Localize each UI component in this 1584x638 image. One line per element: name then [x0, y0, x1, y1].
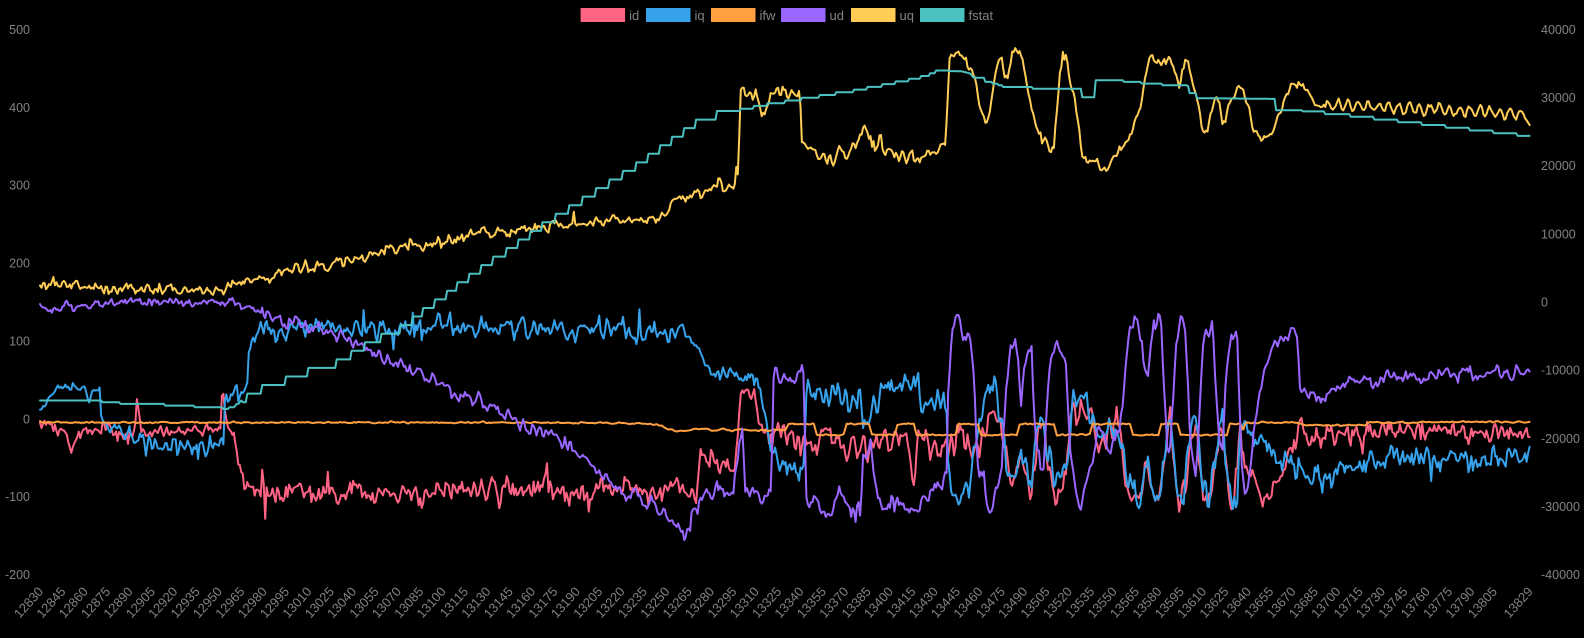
- svg-text:20000: 20000: [1541, 159, 1576, 173]
- svg-text:-40000: -40000: [1541, 568, 1580, 582]
- svg-text:10000: 10000: [1541, 227, 1576, 241]
- svg-text:0: 0: [23, 412, 30, 426]
- svg-text:iq: iq: [695, 8, 705, 23]
- svg-text:ifw: ifw: [760, 8, 777, 23]
- svg-text:300: 300: [9, 179, 30, 193]
- svg-text:500: 500: [9, 23, 30, 37]
- svg-text:30000: 30000: [1541, 91, 1576, 105]
- svg-text:-200: -200: [5, 568, 30, 582]
- svg-text:400: 400: [9, 101, 30, 115]
- svg-text:-20000: -20000: [1541, 432, 1580, 446]
- svg-text:id: id: [629, 8, 639, 23]
- svg-text:-100: -100: [5, 490, 30, 504]
- svg-text:-30000: -30000: [1541, 500, 1580, 514]
- svg-text:ud: ud: [830, 8, 844, 23]
- svg-text:-10000: -10000: [1541, 364, 1580, 378]
- svg-text:200: 200: [9, 257, 30, 271]
- svg-text:40000: 40000: [1541, 23, 1576, 37]
- svg-text:100: 100: [9, 334, 30, 348]
- svg-text:uq: uq: [900, 8, 914, 23]
- svg-text:13829: 13829: [1500, 584, 1535, 621]
- svg-text:0: 0: [1541, 296, 1548, 310]
- svg-text:fstat: fstat: [969, 8, 994, 23]
